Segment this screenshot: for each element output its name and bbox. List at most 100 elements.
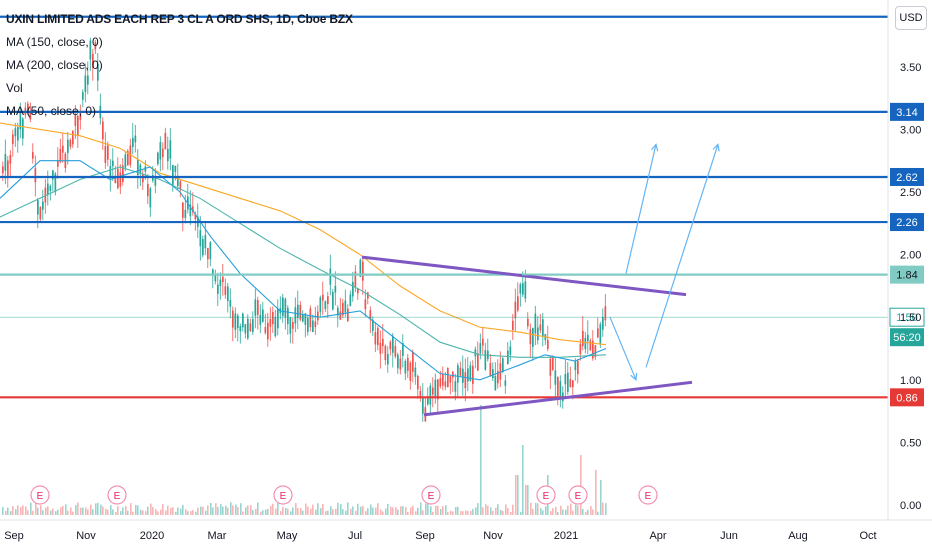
candle-body <box>272 311 274 325</box>
volume-bar <box>482 507 484 515</box>
volume-bar <box>162 504 164 515</box>
candle-body <box>162 148 164 158</box>
volume-bar <box>270 506 272 515</box>
currency-button[interactable]: USD <box>895 6 927 30</box>
volume-bar <box>335 508 337 515</box>
volume-bar <box>227 507 229 515</box>
candle-body <box>432 387 434 395</box>
level-price-tag <box>890 102 924 121</box>
volume-bar <box>102 506 104 515</box>
volume-bar <box>90 504 92 515</box>
volume-bar <box>80 507 82 515</box>
time-tick-label: Apr <box>649 530 666 542</box>
earnings-marker <box>568 485 588 505</box>
level-price-tag <box>890 167 924 186</box>
volume-bar <box>297 507 299 515</box>
volume-bar <box>370 504 372 515</box>
candle-body <box>104 146 107 163</box>
volume-bar <box>110 505 112 515</box>
candle-body <box>567 372 569 393</box>
candle-body <box>42 201 44 210</box>
volume-bar <box>535 502 537 515</box>
candle-body <box>559 381 562 398</box>
volume-bar <box>350 508 352 515</box>
candle-body <box>532 327 534 347</box>
indicator-ma150-label[interactable]: MA (150, close, 0) <box>6 35 103 49</box>
volume-bar <box>252 509 254 515</box>
volume-bar <box>377 503 379 515</box>
candle-body <box>299 304 302 320</box>
candle-body <box>2 166 4 174</box>
candle-body <box>12 134 14 145</box>
candle-body <box>512 320 514 330</box>
countdown-text: 56:20 <box>893 332 921 344</box>
volume-bar <box>97 502 99 515</box>
time-tick-label: Oct <box>859 530 876 542</box>
candle-body <box>372 319 374 331</box>
projection-arrow <box>609 316 637 381</box>
volume-bar <box>115 511 117 515</box>
candle-body <box>304 313 307 325</box>
earnings-marker <box>421 485 441 505</box>
candle-body <box>262 309 264 322</box>
volume-bar <box>582 509 584 515</box>
volume-bar <box>260 511 262 515</box>
volume-bar <box>167 505 169 515</box>
candle-body <box>227 286 229 301</box>
volume-bar <box>52 508 54 515</box>
volume-bar <box>480 405 482 515</box>
projection-arrow <box>645 144 719 368</box>
volume-bar <box>285 507 287 515</box>
candle-body <box>147 184 149 197</box>
volume-bar <box>555 506 557 515</box>
volume-bar <box>550 511 552 515</box>
candle-body <box>369 310 372 320</box>
indicator-ma50-label[interactable]: MA (50, close, 0) <box>6 104 97 118</box>
time-tick-label: Nov <box>76 530 96 542</box>
volume-bar <box>192 510 194 515</box>
volume-bar <box>487 505 489 515</box>
indicator-volume-label[interactable]: Vol <box>6 81 23 95</box>
volume-bar <box>305 503 307 515</box>
candle-body <box>387 354 389 365</box>
last-price-tag <box>889 307 925 327</box>
volume-bar <box>585 511 587 515</box>
candle-body <box>134 135 137 143</box>
candle-body <box>257 300 259 315</box>
volume-bar <box>82 507 84 515</box>
candle-body <box>259 314 262 325</box>
volume-bar <box>137 505 139 515</box>
triangle-lower-line <box>423 380 693 417</box>
candle-body <box>384 345 387 361</box>
candle-body <box>47 183 49 195</box>
volume-bar <box>597 511 599 515</box>
candle-body <box>314 321 317 328</box>
volume-bar <box>30 502 32 515</box>
volume-bar <box>307 506 309 515</box>
indicator-ma200-label[interactable]: MA (200, close, 0) <box>6 58 103 72</box>
volume-bar <box>250 505 252 515</box>
volume-bar <box>87 509 89 515</box>
volume-bar <box>365 511 367 515</box>
candle-body <box>144 166 147 172</box>
volume-bar <box>207 505 209 515</box>
volume-bar <box>485 504 487 515</box>
earnings-marker <box>30 485 50 505</box>
volume-bar <box>205 510 207 515</box>
price-tick-label: 2.00 <box>900 250 921 262</box>
chart-legend: UXIN LIMITED ADS EACH REP 3 CL A ORD SHS… <box>6 8 353 123</box>
level-price-text: 0.86 <box>896 392 917 404</box>
candle-body <box>499 363 502 380</box>
volume-bar <box>510 511 512 515</box>
volume-bar <box>142 510 144 515</box>
volume-bar <box>495 507 497 515</box>
candle-body <box>419 390 422 399</box>
candle-body <box>119 172 122 187</box>
candle-body <box>467 368 469 382</box>
volume-bar <box>457 506 459 515</box>
volume-bar <box>602 502 604 515</box>
volume-bar <box>262 510 264 515</box>
candle-body <box>107 145 109 160</box>
volume-bar <box>575 504 577 515</box>
